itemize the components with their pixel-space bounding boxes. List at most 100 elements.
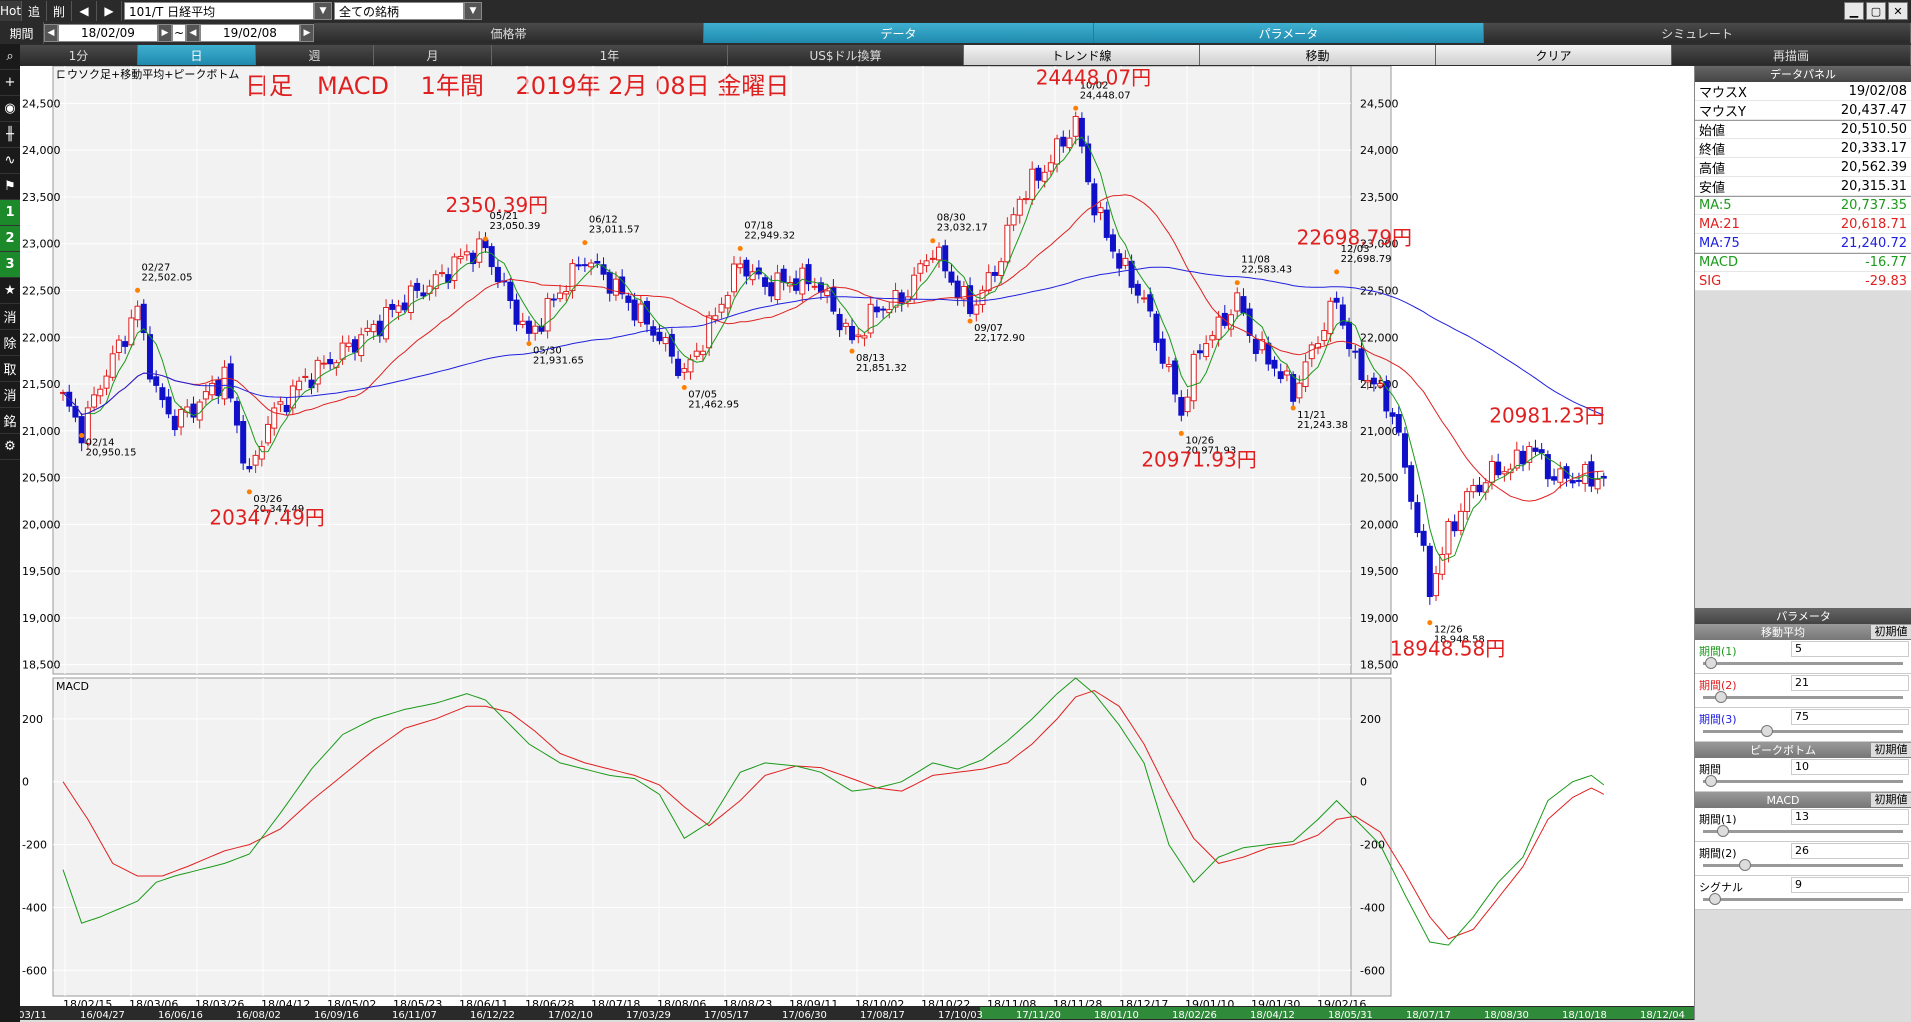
range-1year[interactable]: 1年 bbox=[492, 45, 728, 65]
sidebar-item-8[interactable]: 3 bbox=[0, 252, 20, 278]
slider-thumb[interactable] bbox=[1739, 859, 1751, 871]
camera-icon[interactable]: ◉ bbox=[0, 96, 20, 122]
redraw-button[interactable]: 再描画 bbox=[1672, 45, 1911, 65]
data-row-value: 20,333.17 bbox=[1840, 140, 1907, 156]
candlestick-chart[interactable]: ロウソク足+移動平均+ピークボトム 日足 MACD 1年間 2019年 2月 08… bbox=[2, 65, 1763, 1021]
param-value-input[interactable]: 21 bbox=[1791, 675, 1909, 691]
peak-date-label: 05/21 bbox=[489, 211, 518, 222]
slider-thumb[interactable] bbox=[1715, 691, 1727, 703]
range-week[interactable]: 週 bbox=[256, 45, 374, 65]
param-value-input[interactable]: 10 bbox=[1791, 759, 1909, 775]
line-icon[interactable]: ∿ bbox=[0, 148, 20, 174]
candle-body bbox=[271, 407, 278, 429]
slider-track[interactable] bbox=[1703, 730, 1903, 733]
candle-body bbox=[190, 403, 197, 418]
candle-body bbox=[1141, 297, 1148, 300]
param-value-input[interactable]: 26 bbox=[1791, 843, 1909, 859]
range-month[interactable]: 月 bbox=[374, 45, 492, 65]
trendline-button[interactable]: トレンド線 bbox=[964, 45, 1200, 65]
close-button[interactable]: ✕ bbox=[1888, 2, 1908, 20]
tab-parameters[interactable]: パラメータ bbox=[1094, 23, 1484, 43]
ma21-line bbox=[62, 194, 1604, 502]
scroll-tick-label: 17/08/17 bbox=[860, 1010, 905, 1020]
param-value-input[interactable]: 5 bbox=[1791, 641, 1909, 657]
crosshair-icon[interactable]: + bbox=[0, 70, 20, 96]
macd-y-tick: -400 bbox=[22, 901, 47, 914]
slider-track[interactable] bbox=[1703, 898, 1903, 901]
tab-price-band[interactable]: 価格帯 bbox=[314, 23, 704, 43]
tab-data[interactable]: データ bbox=[704, 23, 1094, 43]
slider-thumb[interactable] bbox=[1709, 893, 1721, 905]
reset-button[interactable]: 初期値 bbox=[1871, 625, 1911, 639]
slider-thumb[interactable] bbox=[1705, 775, 1717, 787]
candle-body bbox=[557, 292, 564, 300]
param-value-input[interactable]: 75 bbox=[1791, 709, 1909, 725]
symbol-dropdown[interactable]: ▼ bbox=[314, 2, 332, 20]
candle-body bbox=[196, 401, 203, 421]
universe-field[interactable]: 全ての銘柄 bbox=[334, 2, 464, 20]
tab-simulate[interactable]: シミュレート bbox=[1484, 23, 1911, 43]
param-value-input[interactable]: 9 bbox=[1791, 877, 1909, 893]
hot-button[interactable]: Hot bbox=[0, 1, 22, 21]
delete-button[interactable]: 削 bbox=[47, 1, 72, 21]
universe-dropdown[interactable]: ▼ bbox=[464, 2, 482, 20]
star-icon[interactable]: ★ bbox=[0, 278, 20, 304]
gear-icon[interactable]: ⚙ bbox=[0, 434, 20, 460]
maximize-button[interactable]: ▢ bbox=[1866, 2, 1886, 20]
to-next-button[interactable]: ▶ bbox=[300, 24, 314, 42]
to-date-field[interactable]: 19/02/08 bbox=[200, 24, 300, 42]
search-icon[interactable]: ⌕ bbox=[0, 44, 20, 70]
to-prev-button[interactable]: ◀ bbox=[186, 24, 200, 42]
slider-track[interactable] bbox=[1703, 780, 1903, 783]
slider-thumb[interactable] bbox=[1705, 657, 1717, 669]
peak-marker bbox=[79, 432, 85, 438]
candle-icon[interactable]: ╫ bbox=[0, 122, 20, 148]
slider-thumb[interactable] bbox=[1761, 725, 1773, 737]
y-tick-label: 23,000 bbox=[1360, 238, 1399, 251]
reset-button[interactable]: 初期値 bbox=[1871, 793, 1911, 807]
param-value-input[interactable]: 13 bbox=[1791, 809, 1909, 825]
candle-body bbox=[544, 297, 551, 332]
from-next-button[interactable]: ▶ bbox=[158, 24, 172, 42]
move-button[interactable]: 移動 bbox=[1200, 45, 1436, 65]
from-prev-button[interactable]: ◀ bbox=[44, 24, 58, 42]
scroll-tick-label: 17/02/10 bbox=[548, 1010, 593, 1020]
reset-button[interactable]: 初期値 bbox=[1871, 743, 1911, 757]
slider-track[interactable] bbox=[1703, 830, 1903, 833]
sidebar-item-6[interactable]: 1 bbox=[0, 200, 20, 226]
flag-icon[interactable]: ⚑ bbox=[0, 174, 20, 200]
slider-track[interactable] bbox=[1703, 864, 1903, 867]
macd-y-tick: 0 bbox=[1360, 776, 1367, 789]
sidebar-item-11[interactable]: 除 bbox=[0, 330, 20, 356]
candle-body bbox=[1352, 350, 1359, 353]
candle-body bbox=[1029, 168, 1036, 200]
prev-symbol-button[interactable]: ◀ bbox=[72, 1, 97, 21]
sidebar-item-14[interactable]: 銘 bbox=[0, 408, 20, 434]
sidebar-item-13[interactable]: 消 bbox=[0, 382, 20, 408]
from-date-field[interactable]: 18/02/09 bbox=[58, 24, 158, 42]
minimize-button[interactable]: ▁ bbox=[1844, 2, 1864, 20]
chart-area[interactable]: ロウソク足+移動平均+ピークボトム 日足 MACD 1年間 2019年 2月 08… bbox=[2, 65, 1763, 1021]
slider-thumb[interactable] bbox=[1717, 825, 1729, 837]
data-row: MA:75 21,240.72 bbox=[1695, 234, 1911, 253]
candle-body bbox=[314, 359, 321, 385]
data-row-value: 19/02/08 bbox=[1848, 83, 1907, 99]
param-section-header: 移動平均 初期値 bbox=[1695, 624, 1911, 640]
next-symbol-button[interactable]: ▶ bbox=[97, 1, 122, 21]
range-day[interactable]: 日 bbox=[138, 45, 256, 65]
slider-track[interactable] bbox=[1703, 662, 1903, 665]
candle-body bbox=[1234, 292, 1241, 312]
data-row-value: -16.77 bbox=[1865, 255, 1907, 270]
clear-button[interactable]: クリア bbox=[1436, 45, 1672, 65]
candle-body bbox=[991, 271, 998, 276]
slider-track[interactable] bbox=[1703, 696, 1903, 699]
peak-marker bbox=[1334, 269, 1340, 275]
sidebar-item-10[interactable]: 消 bbox=[0, 304, 20, 330]
sidebar-item-7[interactable]: 2 bbox=[0, 226, 20, 252]
symbol-field[interactable]: 101/T 日経平均 bbox=[124, 2, 314, 20]
usd-convert-button[interactable]: US$ドル換算 bbox=[728, 45, 964, 65]
add-button[interactable]: 追 bbox=[22, 1, 47, 21]
candle-body bbox=[457, 255, 464, 260]
range-1min[interactable]: 1分 bbox=[20, 45, 138, 65]
sidebar-item-12[interactable]: 取 bbox=[0, 356, 20, 382]
